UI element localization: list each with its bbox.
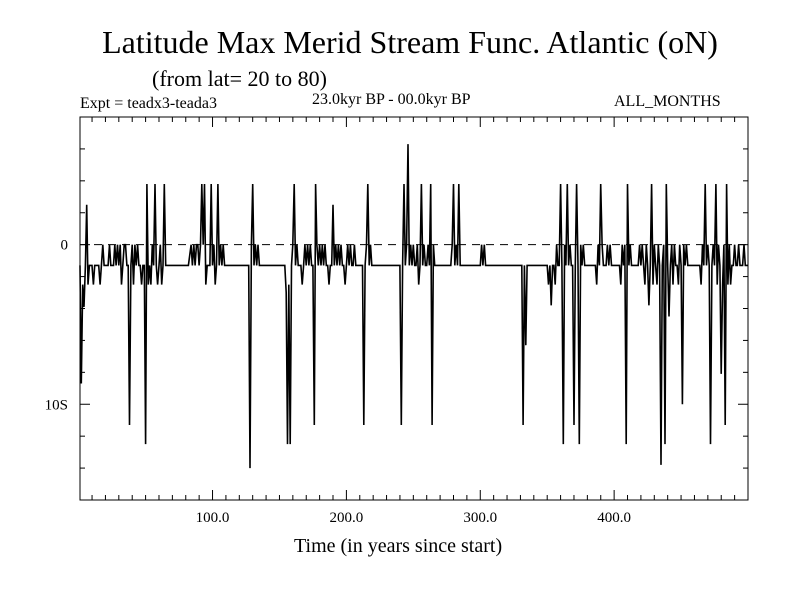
months-label: ALL_MONTHS: [614, 93, 721, 110]
x-tick-label: 400.0: [597, 510, 631, 526]
y-tick-label: 10S: [45, 397, 68, 413]
x-axis-label: Time (in years since start): [294, 535, 503, 557]
x-tick-label: 100.0: [196, 510, 230, 526]
period-label: 23.0kyr BP - 00.0kyr BP: [312, 91, 471, 108]
series-line: [79, 144, 748, 469]
axis-tick-labels: 100.0 200.0 300.0 400.0 0 10S: [45, 238, 631, 526]
experiment-label: Expt = teadx3-teada3: [80, 95, 217, 112]
x-tick-label: 300.0: [463, 510, 497, 526]
chart-title: Latitude Max Merid Stream Func. Atlantic…: [102, 24, 718, 60]
plot-frame: [79, 116, 749, 501]
x-tick-label: 200.0: [330, 510, 364, 526]
axis-ticks: [80, 116, 749, 501]
chart-subtitle: (from lat= 20 to 80): [152, 66, 327, 91]
y-tick-label: 0: [61, 238, 69, 254]
